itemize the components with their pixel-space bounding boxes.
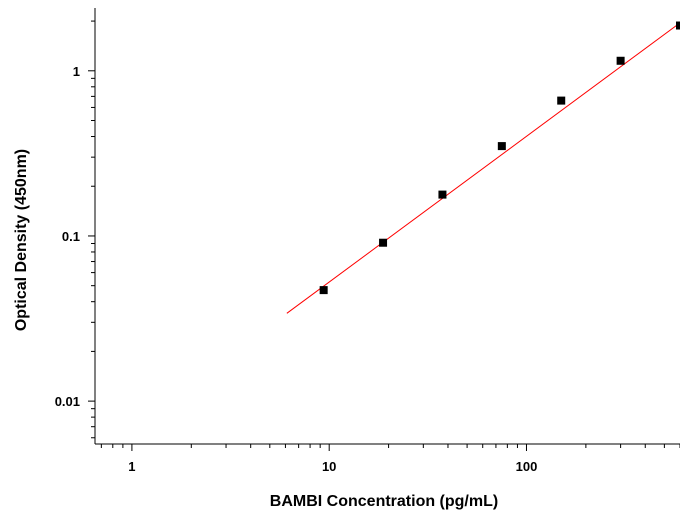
data-point [497, 142, 506, 151]
y-axis-title: Optical Density (450nm) [13, 149, 30, 331]
x-axis-title: BAMBI Concentration (pg/mL) [270, 493, 498, 510]
y-tick-label: 0.1 [62, 229, 80, 244]
data-point [379, 238, 388, 247]
fit-line-group [286, 22, 680, 314]
data-point [557, 96, 566, 105]
x-tick-label: 1 [128, 459, 135, 474]
x-axis-ticks: 1 10 100 [100, 444, 680, 474]
y-tick-label: 1 [73, 64, 80, 79]
y-axis: 0.01 0.1 1 [55, 8, 96, 444]
x-tick-label: 100 [516, 459, 538, 474]
data-point [616, 56, 625, 65]
data-point [438, 190, 447, 199]
data-points [319, 21, 680, 295]
x-tick-label: 10 [322, 459, 336, 474]
y-axis-ticks: 0.01 0.1 1 [55, 20, 95, 439]
x-axis: 1 10 100 [95, 443, 680, 474]
y-tick-label: 0.01 [55, 394, 80, 409]
data-point [676, 21, 680, 30]
fit-line [286, 22, 680, 314]
data-point [319, 286, 328, 295]
